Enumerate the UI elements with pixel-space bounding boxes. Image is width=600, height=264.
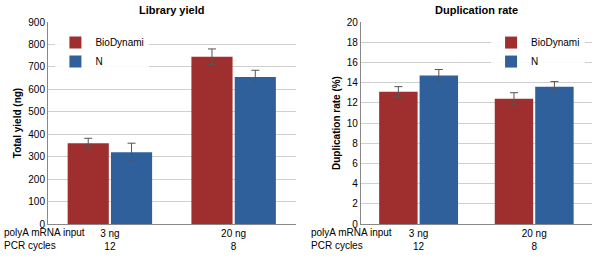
svg-text:N: N <box>531 56 538 67</box>
svg-text:3 ng12: 3 ng12 <box>100 228 119 252</box>
svg-text:14: 14 <box>347 77 359 88</box>
svg-text:10: 10 <box>347 118 359 129</box>
svg-text:600: 600 <box>28 84 45 95</box>
svg-text:Duplication rate: Duplication rate <box>435 4 518 16</box>
svg-text:900: 900 <box>28 17 45 28</box>
svg-text:400: 400 <box>28 129 45 140</box>
svg-text:polyA mRNA inputPCR cycles: polyA mRNA inputPCR cycles <box>4 227 85 251</box>
svg-text:20 ng8: 20 ng8 <box>221 228 246 252</box>
svg-text:8: 8 <box>352 138 358 149</box>
svg-text:16: 16 <box>347 57 359 68</box>
svg-text:6: 6 <box>352 158 358 169</box>
svg-text:2: 2 <box>352 198 358 209</box>
svg-text:Duplication rate (%): Duplication rate (%) <box>331 76 342 170</box>
svg-text:Total yield (ng): Total yield (ng) <box>12 88 23 158</box>
svg-text:20 ng8: 20 ng8 <box>522 228 547 252</box>
svg-text:700: 700 <box>28 61 45 72</box>
svg-text:100: 100 <box>28 196 45 207</box>
svg-text:0: 0 <box>39 219 45 230</box>
svg-text:BioDynami: BioDynami <box>531 37 579 48</box>
svg-text:0: 0 <box>352 219 358 230</box>
svg-text:3 ng12: 3 ng12 <box>409 228 428 252</box>
svg-text:12: 12 <box>347 97 359 108</box>
svg-text:20: 20 <box>347 17 359 28</box>
svg-text:500: 500 <box>28 106 45 117</box>
svg-text:200: 200 <box>28 174 45 185</box>
svg-text:Library yield: Library yield <box>139 4 204 16</box>
svg-text:800: 800 <box>28 39 45 50</box>
svg-text:N: N <box>95 56 102 67</box>
svg-text:18: 18 <box>347 37 359 48</box>
svg-text:4: 4 <box>352 178 358 189</box>
svg-text:300: 300 <box>28 151 45 162</box>
svg-text:polyA mRNA inputPCR cycles: polyA mRNA inputPCR cycles <box>311 227 392 251</box>
svg-text:BioDynami: BioDynami <box>95 37 143 48</box>
